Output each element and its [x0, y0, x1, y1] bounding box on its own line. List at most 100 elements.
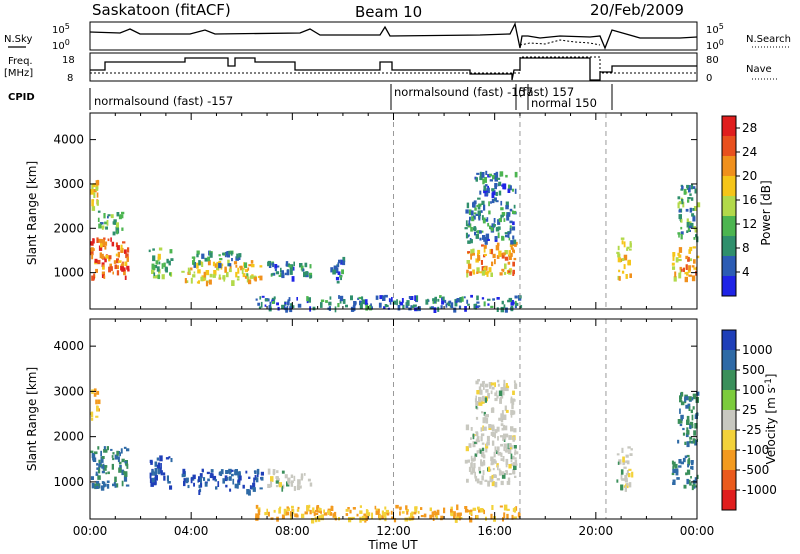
power-echo-cell	[116, 270, 120, 276]
power-echo-cell	[483, 271, 488, 275]
power-echo-cell	[236, 278, 240, 281]
vel-echo-cell	[480, 461, 484, 467]
vel-echo-cell	[483, 411, 486, 416]
vel-echo-cell	[685, 396, 689, 401]
power-echo-cell	[156, 266, 160, 272]
power-echo-cell	[112, 221, 115, 225]
vel-echo-cell	[225, 470, 229, 474]
vel-echo-cell	[691, 397, 694, 401]
vel-echo-cell	[508, 443, 512, 449]
power-echo-cell	[169, 249, 173, 254]
vel-echo-cell	[105, 449, 108, 453]
power-echo-cell	[490, 201, 492, 204]
vel-echo-cell	[491, 478, 494, 482]
power-echo-cell	[91, 184, 94, 190]
vel-echo-cell	[484, 479, 488, 482]
power-echo-cell	[214, 263, 218, 268]
power-echo-cell	[200, 276, 204, 282]
power-echo-cell	[184, 278, 187, 284]
vel-echo-region	[90, 446, 130, 491]
vel-echo-cell	[384, 506, 387, 510]
power-echo-cell	[464, 227, 468, 230]
velocity-xlabel: Time UT	[367, 538, 418, 552]
power-cpid-dashes	[393, 113, 607, 309]
vel-echo-cell	[491, 407, 495, 412]
power-echo-cell	[480, 210, 483, 213]
vel-echo-cell	[624, 477, 628, 482]
power-echo-cell	[270, 273, 274, 276]
power-echo-cell	[472, 272, 476, 275]
power-echo-cell	[106, 220, 109, 226]
power-echo-cell	[226, 271, 229, 278]
vel-echo-cell	[377, 509, 380, 514]
power-echo-cell	[487, 303, 490, 306]
power-echo-cell	[512, 247, 514, 253]
vel-echo-cell	[167, 481, 171, 484]
power-echo-cell	[110, 214, 114, 219]
power-echo-cell	[498, 218, 502, 223]
power-echo-cell	[501, 236, 505, 241]
power-echo-cell	[386, 304, 389, 307]
power-echo-cell	[207, 260, 211, 266]
power-echo-cell	[122, 241, 126, 244]
power-echo-cell	[502, 252, 506, 256]
cpid-mode-4: normal 150	[531, 96, 597, 110]
vel-echo-cell	[361, 515, 366, 522]
power-echo-cell	[450, 302, 454, 309]
vel-echo-cell	[468, 466, 472, 472]
vel-echo-cell	[684, 396, 686, 402]
vel-echo-cell	[359, 505, 362, 508]
vel-echo-cell	[629, 453, 633, 456]
power-echo-cell	[617, 245, 620, 251]
vel-echo-cell	[417, 510, 420, 514]
power-echo-cell	[408, 296, 412, 299]
vel-echo-cell	[505, 458, 509, 465]
vel-echo-cell	[481, 475, 484, 481]
vel-echo-cell	[687, 479, 691, 484]
vel-echo-cell	[503, 383, 506, 388]
power-echo-cell	[93, 248, 95, 251]
power-echo-cell	[161, 263, 164, 269]
velocity-colorbar-segment	[722, 330, 736, 351]
vel-echo-cell	[459, 512, 462, 516]
vel-echo-cell	[505, 388, 509, 392]
vel-echo-cell	[210, 473, 214, 479]
nave-right-tick-top: 80	[706, 55, 719, 66]
power-echo-cell	[674, 271, 677, 278]
power-echo-cell	[91, 253, 94, 260]
power-echo-cell	[482, 217, 486, 224]
vel-echo-cell	[98, 462, 102, 467]
vel-echo-cell	[470, 471, 474, 475]
beam-label: Beam 10	[355, 3, 422, 21]
power-echo-cell	[483, 185, 486, 191]
power-echo-cell	[463, 296, 466, 299]
power-echo-cell	[255, 298, 258, 301]
vel-echo-cell	[100, 450, 102, 457]
power-echo-cell	[628, 259, 631, 266]
power-echo-cell	[512, 221, 515, 226]
power-echo-cell	[476, 267, 480, 273]
vel-echo-cell	[154, 461, 158, 467]
vel-echo-cell	[199, 476, 202, 482]
vel-echo-cell	[320, 514, 324, 521]
power-echo-cell	[429, 306, 432, 309]
vel-echo-cell	[470, 427, 473, 431]
power-echo-cell	[157, 274, 160, 280]
vel-echo-cell	[260, 476, 264, 481]
vel-echo-cell	[318, 510, 321, 513]
power-echo-cell	[293, 261, 295, 267]
vel-echo-cell	[289, 511, 292, 517]
power-colorbar-tick-label: 24	[742, 145, 757, 159]
vel-echo-cell	[100, 464, 103, 467]
vel-echo-cell	[505, 383, 508, 388]
power-echo-cell	[499, 171, 504, 177]
vel-echo-cell	[126, 448, 130, 452]
vel-echo-cell	[162, 472, 166, 476]
power-echo-cell	[181, 270, 185, 273]
vel-echo-cell	[93, 388, 97, 392]
vel-echo-cell	[626, 470, 629, 476]
vel-echo-cell	[235, 471, 239, 475]
vel-echo-cell	[95, 473, 99, 476]
vel-echo-cell	[494, 460, 497, 464]
